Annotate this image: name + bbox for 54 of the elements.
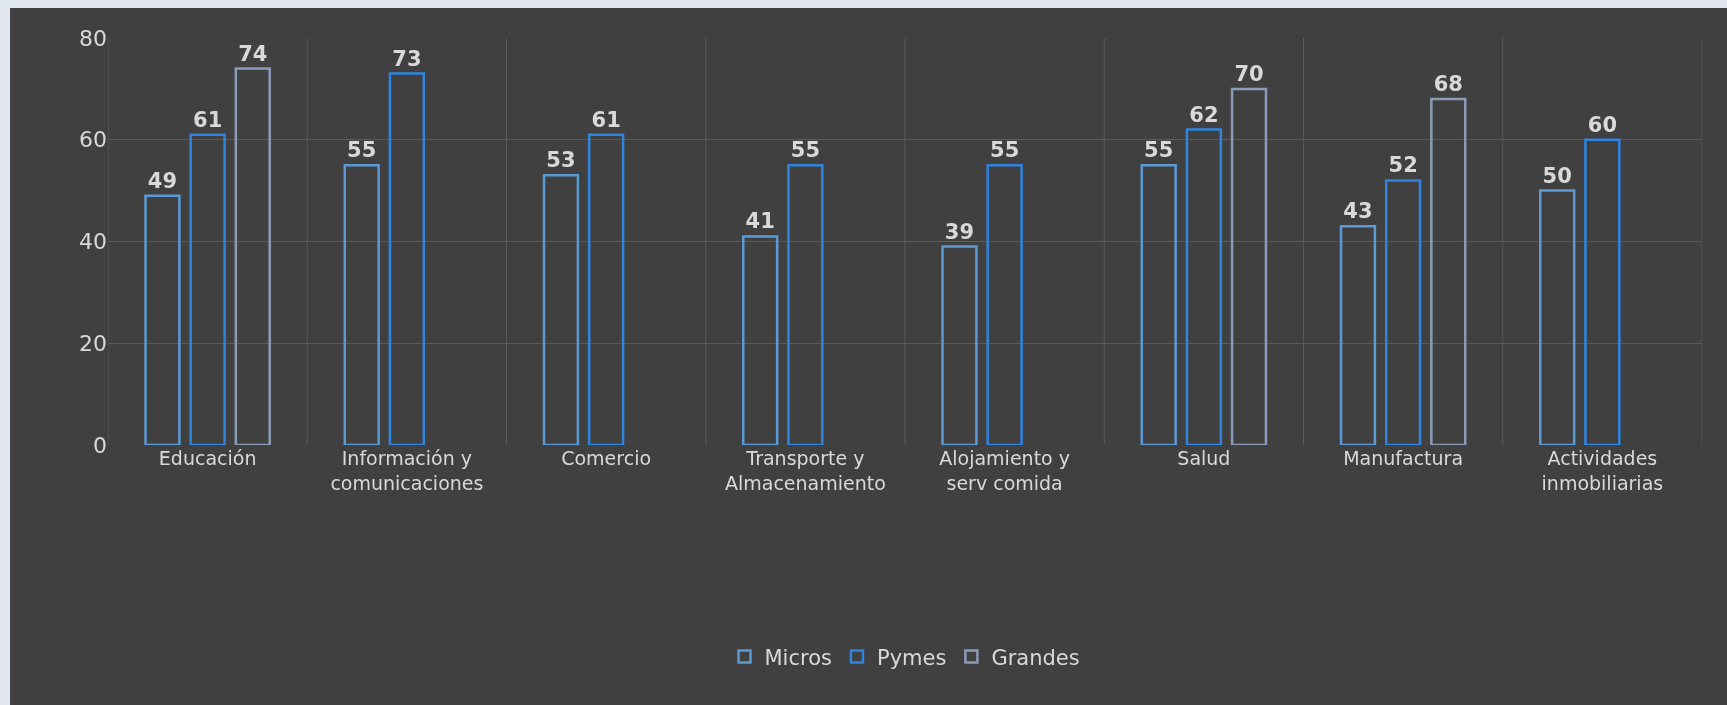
bar [144, 194, 181, 445]
bar [1430, 97, 1467, 445]
data-label: 43 [1343, 199, 1373, 224]
x-tick-label: Comercio [561, 447, 652, 469]
data-label: 50 [1542, 163, 1572, 188]
bar [986, 163, 1023, 445]
x-tick-label: Salud [1177, 447, 1231, 469]
y-tick-label: 0 [93, 432, 107, 458]
x-tick-label: Educación [158, 447, 257, 469]
x-tick-label: Transporte y Almacenamiento [724, 447, 886, 494]
data-label: 49 [147, 168, 178, 193]
bar [343, 163, 380, 445]
data-label: 53 [546, 148, 576, 173]
data-label: 74 [238, 41, 268, 66]
bar [1539, 189, 1576, 445]
bar [542, 174, 580, 445]
data-label: 61 [591, 107, 621, 132]
bar [742, 235, 779, 445]
bar [1140, 163, 1177, 445]
x-tick-label: Manufactura [1343, 447, 1464, 469]
x-tick-label: Alojamiento y serv comida [939, 447, 1070, 494]
data-label: 73 [392, 46, 422, 71]
bar [1584, 138, 1621, 445]
data-label: 55 [990, 138, 1020, 163]
bar [787, 163, 824, 445]
data-label: 55 [790, 138, 820, 163]
data-label: 70 [1234, 61, 1264, 86]
data-label: 60 [1587, 112, 1617, 137]
data-label: 55 [1144, 138, 1174, 163]
legend-label: Micros [764, 645, 832, 670]
data-label: 55 [347, 138, 377, 163]
bar [234, 67, 271, 445]
bar [1185, 128, 1223, 445]
data-label: 52 [1388, 153, 1418, 178]
bar [1230, 87, 1268, 445]
y-tick-label: 40 [79, 229, 107, 255]
legend-label: Grandes [991, 645, 1080, 670]
data-label: 41 [745, 209, 775, 234]
y-tick-label: 60 [79, 127, 107, 153]
legend-label: Pymes [876, 645, 947, 670]
y-tick-label: 20 [79, 330, 107, 356]
x-tick-label: Actividades inmobiliarias [1541, 447, 1664, 494]
data-label: 39 [944, 219, 975, 244]
bar [388, 72, 426, 445]
data-label: 61 [193, 107, 223, 132]
bar [1384, 179, 1422, 445]
bar [1339, 224, 1377, 445]
x-tick-label: Información y comunicaciones [330, 447, 484, 494]
y-tick-label: 80 [79, 25, 107, 51]
data-label: 68 [1433, 72, 1463, 97]
bar [189, 133, 226, 445]
bar [941, 245, 978, 445]
data-label: 62 [1189, 102, 1219, 127]
bar [587, 133, 625, 445]
